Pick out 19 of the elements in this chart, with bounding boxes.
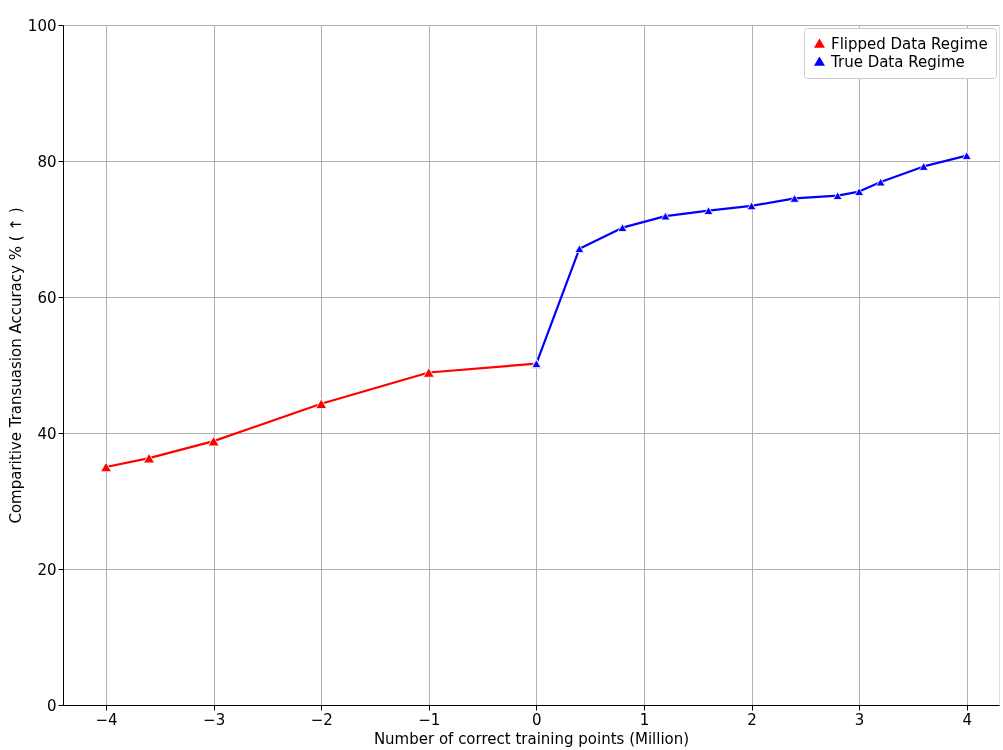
x-tick-label: −1 <box>418 710 441 729</box>
y-axis-title: Comparitive Transuasion Accuracy % ( ↑ ) <box>6 207 25 524</box>
x-axis-title: Number of correct training points (Million) <box>373 729 690 748</box>
x-tick-label: −3 <box>203 710 226 729</box>
x-tick-label: 4 <box>962 710 972 729</box>
y-tick-label: 60 <box>37 288 57 307</box>
y-tick-label: 40 <box>37 424 57 443</box>
legend-label: True Data Regime <box>830 52 965 71</box>
x-tick-label: −2 <box>310 710 333 729</box>
x-tick-label: 0 <box>532 710 542 729</box>
x-tick-label: −4 <box>95 710 118 729</box>
legend-label: Flipped Data Regime <box>831 34 988 53</box>
y-tick-label: 0 <box>46 696 57 715</box>
y-tick-label: 20 <box>37 560 57 579</box>
x-tick-label: 1 <box>639 710 650 729</box>
y-tick-label: 100 <box>27 16 57 35</box>
x-tick-label: 3 <box>854 710 865 729</box>
x-tick-label: 2 <box>747 710 757 729</box>
y-tick-label: 80 <box>37 152 57 171</box>
